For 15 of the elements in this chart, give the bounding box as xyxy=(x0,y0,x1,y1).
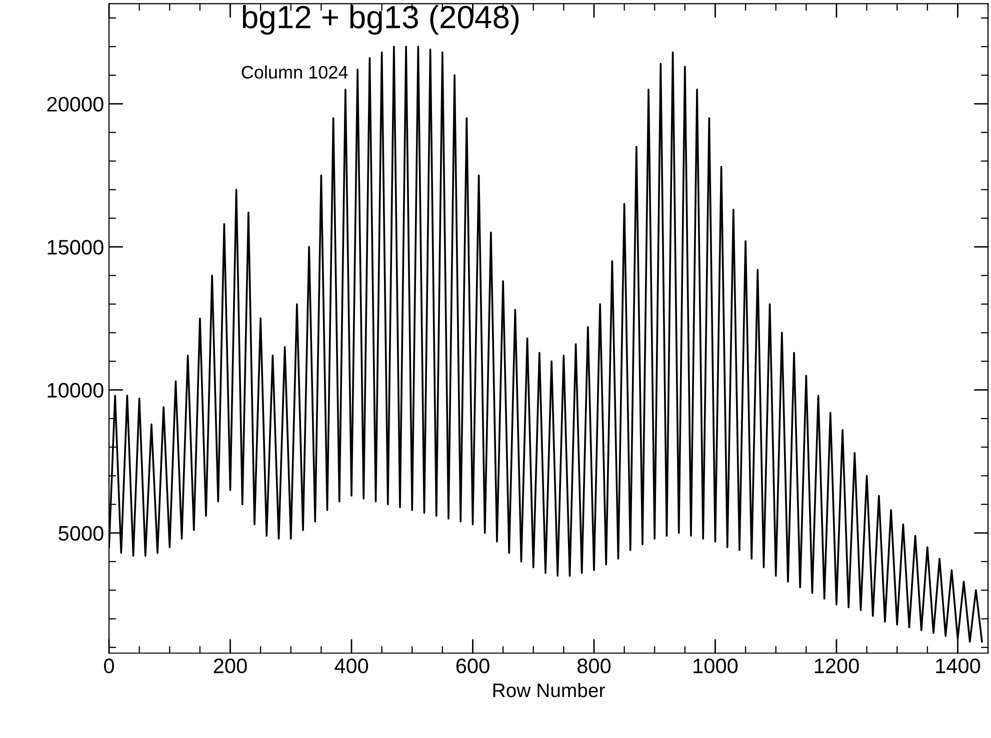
chart-title: bg12 + bg13 (2048) xyxy=(242,4,519,35)
x-tick-label: 200 xyxy=(214,658,247,674)
x-tick-label: 1200 xyxy=(814,658,859,674)
annotation: Column 1024 xyxy=(242,65,348,79)
y-tick-label: 20000 xyxy=(47,96,104,112)
x-tick-label: 0 xyxy=(104,658,114,674)
x-tick-label: 400 xyxy=(334,658,368,674)
x-tick-label: 800 xyxy=(578,658,611,674)
x-axis-title: Row Number xyxy=(493,682,605,698)
y-tick-label: 10000 xyxy=(48,382,104,398)
x-tick-label: 1000 xyxy=(694,658,738,674)
x-tick-label: 1400 xyxy=(936,658,980,674)
x-tick-label: 600 xyxy=(456,658,490,674)
y-tick-label: 5000 xyxy=(58,526,104,541)
y-tick-label: 15000 xyxy=(48,240,104,255)
